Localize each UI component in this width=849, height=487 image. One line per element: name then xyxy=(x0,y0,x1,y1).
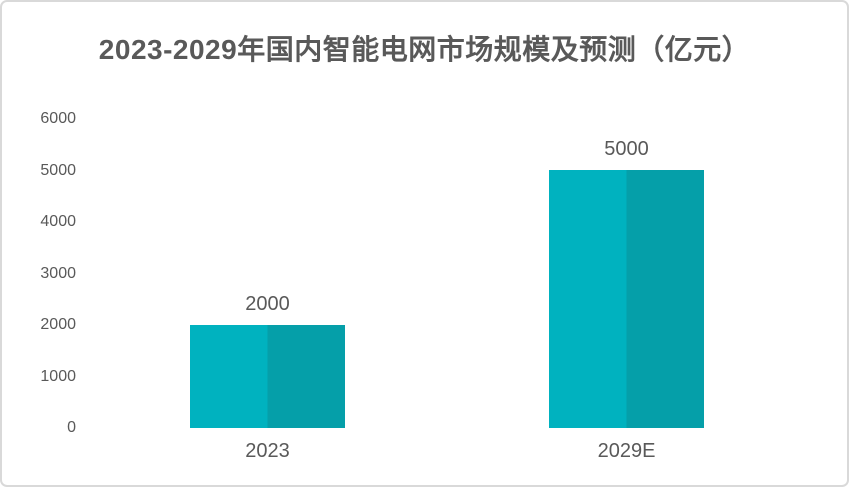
bar-group-2023: 2000 2023 xyxy=(190,2,345,462)
y-axis-tick-label: 0 xyxy=(67,419,76,436)
chart-title: 2023-2029年国内智能电网市场规模及预测（亿元） xyxy=(98,34,751,65)
bar-value-label: 2000 xyxy=(245,293,290,315)
bar-2029E xyxy=(549,170,704,428)
bar-value-label: 5000 xyxy=(604,138,649,160)
y-axis-tick-label: 4000 xyxy=(40,213,76,230)
y-axis-tick-label: 2000 xyxy=(40,316,76,333)
x-axis-label: 2023 xyxy=(245,440,290,462)
y-axis-tick-label: 6000 xyxy=(40,110,76,127)
y-axis-tick-label: 1000 xyxy=(40,367,76,385)
x-axis-label: 2029E xyxy=(597,440,656,462)
y-axis-tick-label: 3000 xyxy=(40,264,76,282)
y-axis-tick-label: 5000 xyxy=(40,161,76,179)
bar-group-2029E: 5000 2029E xyxy=(549,2,704,462)
bar-2023 xyxy=(190,325,345,428)
